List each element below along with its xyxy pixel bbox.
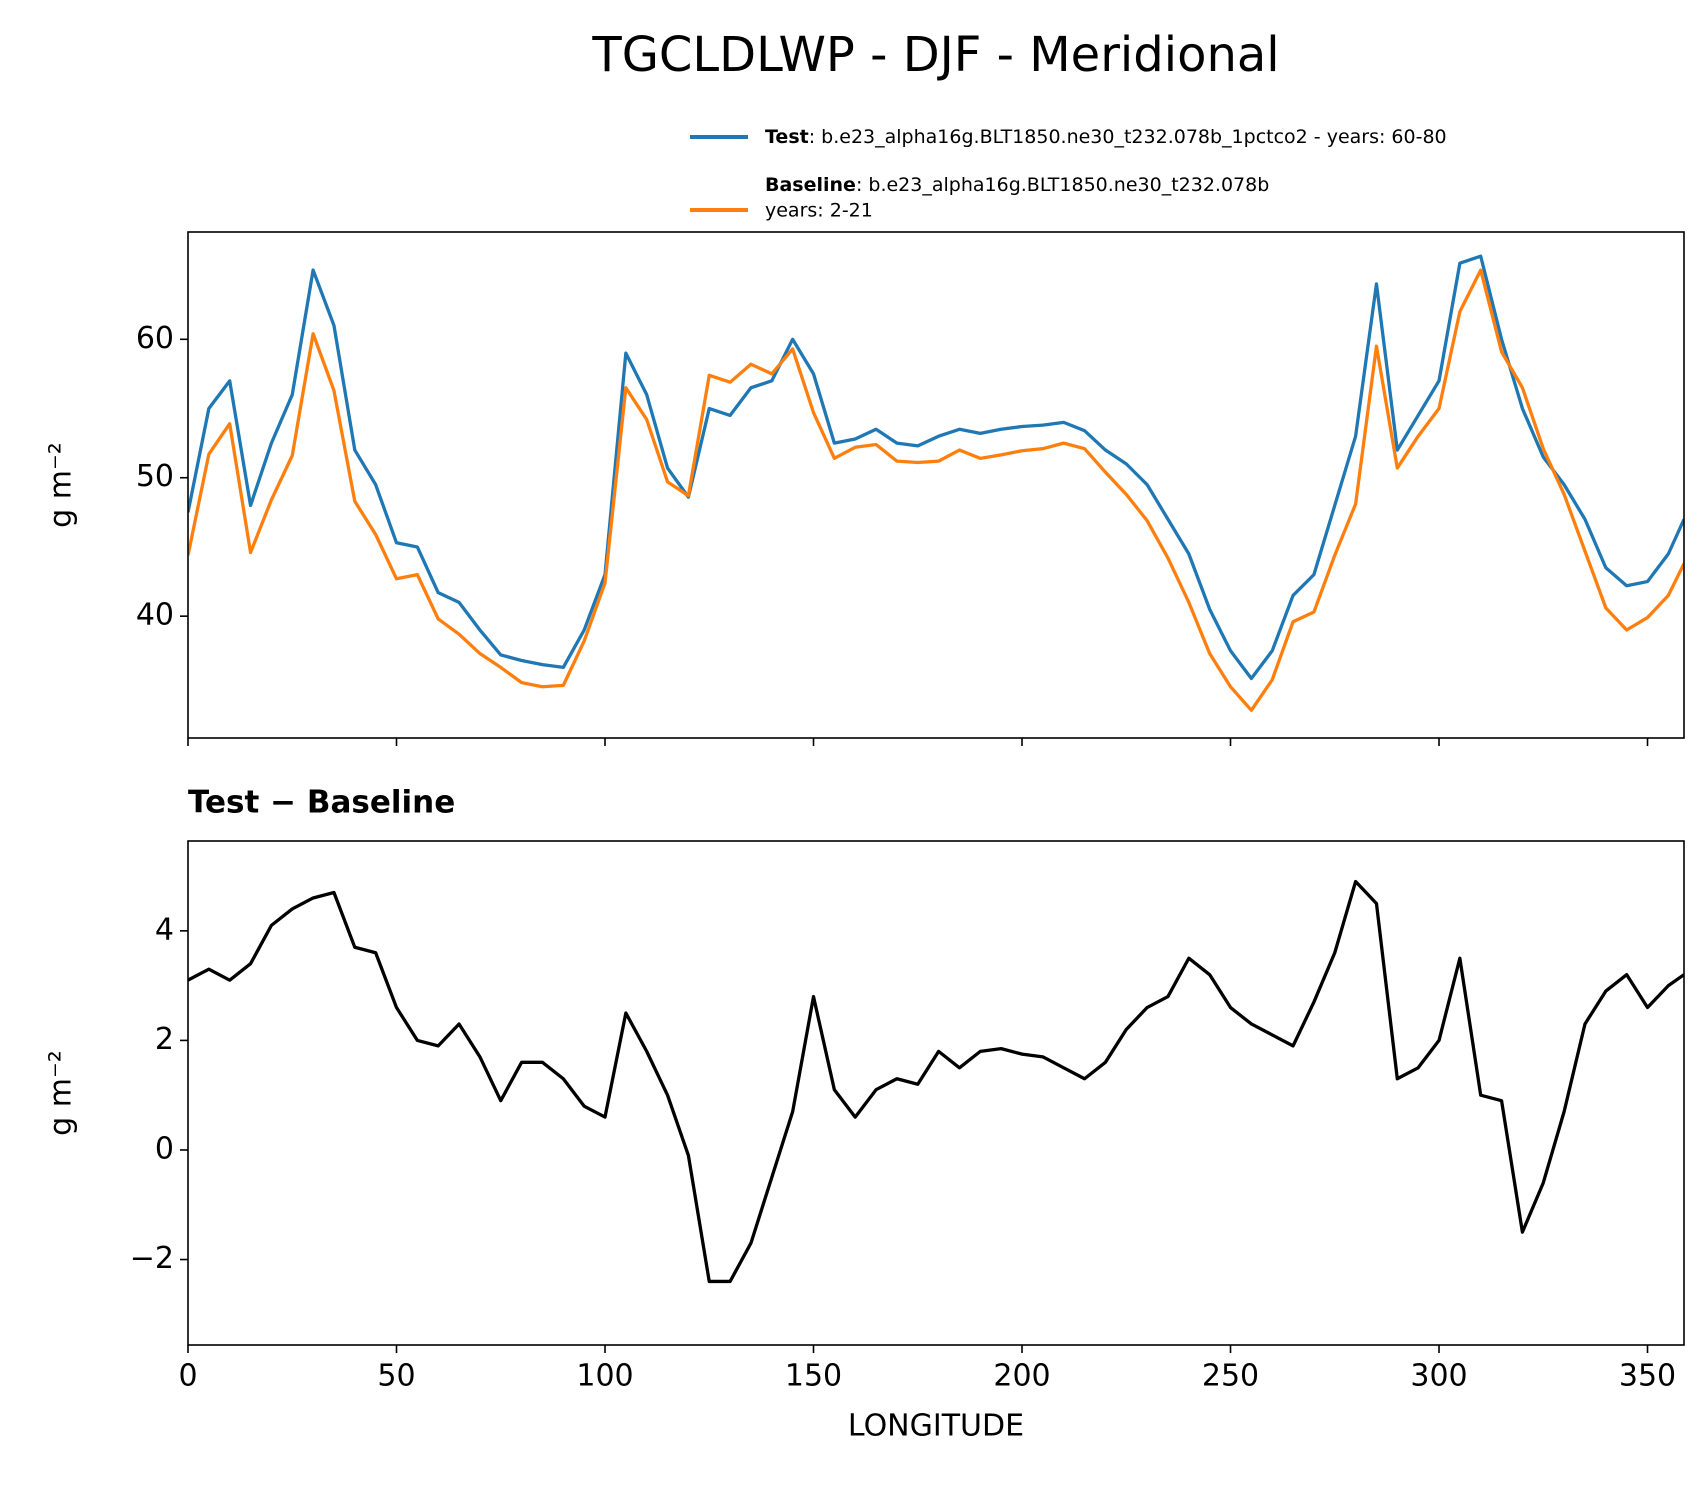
legend-label: Test: b.e23_alpha16g.BLT1850.ne30_t232.0… xyxy=(765,126,1447,148)
y-axis-label: g m⁻² xyxy=(44,442,79,528)
x-tick-label: 300 xyxy=(1410,1359,1467,1394)
data-line xyxy=(188,254,1684,681)
x-tick-label: 200 xyxy=(993,1359,1050,1394)
subplot-title: Test − Baseline xyxy=(188,785,455,821)
y-axis-label: g m⁻² xyxy=(44,1050,79,1136)
y-tick-label: 60 xyxy=(136,321,174,356)
x-tick-label: 50 xyxy=(377,1359,415,1394)
legend-label: Baseline: b.e23_alpha16g.BLT1850.ne30_t2… xyxy=(765,174,1269,196)
y-tick-label: 4 xyxy=(155,912,174,947)
x-tick-label: 100 xyxy=(576,1359,633,1394)
x-tick-label: 0 xyxy=(178,1359,197,1394)
data-line xyxy=(188,268,1684,712)
legend-description: : b.e23_alpha16g.BLT1850.ne30_t232.078b xyxy=(856,174,1269,196)
data-line xyxy=(188,879,1684,1284)
y-tick-label: −2 xyxy=(130,1241,174,1276)
y-tick-label: 50 xyxy=(136,459,174,494)
legend-name: Baseline xyxy=(765,174,856,196)
x-axis-label: LONGITUDE xyxy=(848,1409,1024,1444)
legend-description: : b.e23_alpha16g.BLT1850.ne30_t232.078b_… xyxy=(809,126,1447,148)
y-tick-label: 40 xyxy=(136,598,174,633)
legend-name: Test xyxy=(765,126,809,148)
x-tick-label: 350 xyxy=(1619,1359,1676,1394)
x-tick-label: 250 xyxy=(1202,1359,1259,1394)
figure-title: TGCLDLWP - DJF - Meridional xyxy=(591,27,1279,83)
plot-frame xyxy=(187,231,1685,739)
legend-description: years: 2-21 xyxy=(765,200,873,222)
x-tick-label: 150 xyxy=(785,1359,842,1394)
y-tick-label: 2 xyxy=(155,1022,174,1057)
plot-frame xyxy=(187,840,1685,1346)
y-tick-label: 0 xyxy=(155,1131,174,1166)
